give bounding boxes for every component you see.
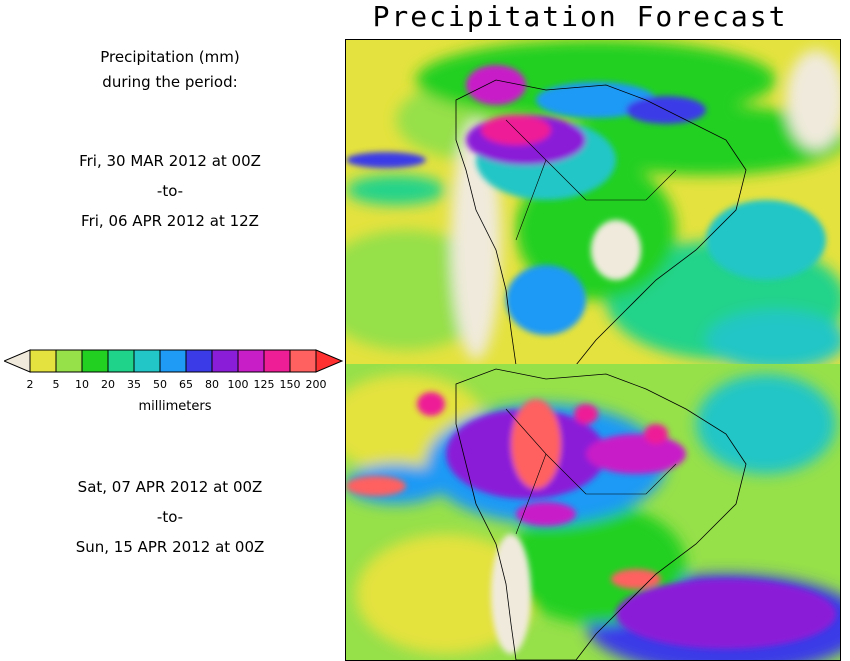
legend-tick-label: 35 [127,378,141,391]
map-title: Precipitation Forecast [372,0,788,33]
legend-left-arrow [2,349,31,373]
legend-unit-label: millimeters [138,399,212,414]
legend-tick-labels: 2 5 10 20 35 50 65 80 100 125 150 200 [0,378,340,392]
legend-swatch [237,349,265,373]
legend-tick-label: 200 [305,378,327,391]
subtitle-line-2: during the period: [102,73,238,91]
legend-swatch [55,349,83,373]
subtitle-line-1: Precipitation (mm) [100,48,240,66]
legend-tick-label: 125 [253,378,275,391]
legend-tick-label: 2 [26,378,34,391]
legend-tick-label: 150 [279,378,301,391]
legend-tick-label: 5 [52,378,60,391]
precip-map-2 [346,364,840,660]
legend-tick-label: 100 [227,378,249,391]
period2-end: Sun, 15 APR 2012 at 00Z [75,538,265,556]
legend-tick-label: 10 [75,378,89,391]
forecast-map-period-1 [345,39,841,366]
legend-swatch [289,349,317,373]
legend-right-arrow [315,349,344,373]
legend-swatch [159,349,187,373]
color-legend-bar [2,349,344,373]
legend-tick-label: 80 [205,378,219,391]
color-legend [2,348,346,378]
period1-separator: -to- [156,182,184,200]
legend-tick-label: 65 [179,378,193,391]
forecast-map-period-2 [345,364,841,661]
legend-tick-label: 20 [101,378,115,391]
legend-swatch [185,349,213,373]
period1-start: Fri, 30 MAR 2012 at 00Z [79,152,261,170]
legend-swatch [107,349,135,373]
legend-tick-label: 50 [153,378,167,391]
legend-swatch [263,349,291,373]
period2-start: Sat, 07 APR 2012 at 00Z [77,478,263,496]
precip-map-1 [346,40,840,365]
period1-end: Fri, 06 APR 2012 at 12Z [81,212,259,230]
legend-swatch [29,349,57,373]
legend-swatch [211,349,239,373]
legend-swatch [81,349,109,373]
legend-swatch [133,349,161,373]
period2-separator: -to- [156,508,184,526]
